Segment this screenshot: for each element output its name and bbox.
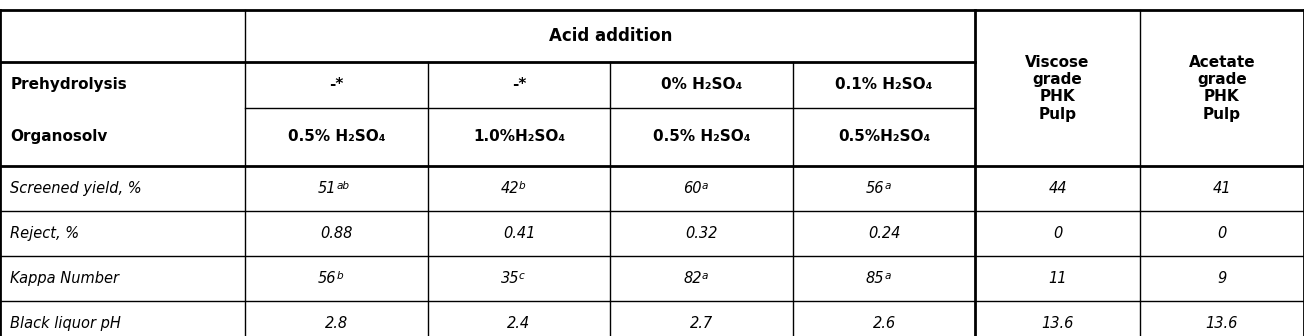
Text: 51: 51 <box>318 181 336 196</box>
Text: a: a <box>702 271 708 281</box>
Text: Kappa Number: Kappa Number <box>10 271 120 286</box>
Text: 0.41: 0.41 <box>503 226 535 241</box>
Text: 56a: 56a <box>870 181 898 196</box>
Text: Prehydrolysis: Prehydrolysis <box>10 77 128 92</box>
Text: 42: 42 <box>501 181 519 196</box>
Text: 0.5%H₂SO₄: 0.5%H₂SO₄ <box>838 129 930 144</box>
Text: 2.7: 2.7 <box>690 317 713 331</box>
Text: 0: 0 <box>1052 226 1063 241</box>
Text: 44: 44 <box>1048 181 1067 196</box>
Text: 82a: 82a <box>687 271 716 286</box>
Text: 0.5% H₂SO₄: 0.5% H₂SO₄ <box>288 129 385 144</box>
Text: 11: 11 <box>1048 271 1067 286</box>
Text: a: a <box>702 181 708 191</box>
Text: 1.0%H₂SO₄: 1.0%H₂SO₄ <box>473 129 565 144</box>
Text: Viscose
grade
PHK
Pulp: Viscose grade PHK Pulp <box>1025 55 1090 122</box>
Text: Organosolv: Organosolv <box>10 129 108 144</box>
Text: 82: 82 <box>683 271 702 286</box>
Text: c: c <box>519 271 524 281</box>
Text: 0% H₂SO₄: 0% H₂SO₄ <box>661 77 742 92</box>
Text: 13.6: 13.6 <box>1206 317 1237 331</box>
Text: 2.8: 2.8 <box>325 317 348 331</box>
Text: 2.4: 2.4 <box>507 317 531 331</box>
Text: 56: 56 <box>318 271 336 286</box>
Text: b: b <box>519 181 526 191</box>
Text: 85a: 85a <box>870 271 898 286</box>
Text: 0.88: 0.88 <box>321 226 352 241</box>
Text: 0.24: 0.24 <box>868 226 900 241</box>
Text: Acetate
grade
PHK
Pulp: Acetate grade PHK Pulp <box>1188 55 1256 122</box>
Text: 51ab: 51ab <box>318 181 355 196</box>
Text: 60a: 60a <box>687 181 716 196</box>
Text: 9: 9 <box>1217 271 1227 286</box>
Text: Black liquor pH: Black liquor pH <box>10 317 121 331</box>
Text: -*: -* <box>511 77 527 92</box>
Text: -*: -* <box>329 77 344 92</box>
Text: 56b: 56b <box>322 271 351 286</box>
Text: 0.1% H₂SO₄: 0.1% H₂SO₄ <box>836 77 932 92</box>
Text: Reject, %: Reject, % <box>10 226 80 241</box>
Text: 60: 60 <box>683 181 702 196</box>
Text: 2.6: 2.6 <box>872 317 896 331</box>
Text: 13.6: 13.6 <box>1042 317 1073 331</box>
Text: 56: 56 <box>866 181 884 196</box>
Text: 41: 41 <box>1213 181 1231 196</box>
Text: a: a <box>884 181 891 191</box>
Text: 35: 35 <box>501 271 519 286</box>
Text: 0: 0 <box>1217 226 1227 241</box>
Text: b: b <box>336 271 343 281</box>
Text: 0.32: 0.32 <box>686 226 717 241</box>
Text: a: a <box>884 271 891 281</box>
Text: 85: 85 <box>866 271 884 286</box>
Text: Acid addition: Acid addition <box>549 27 672 45</box>
Text: 42b: 42b <box>505 181 533 196</box>
Text: ab: ab <box>336 181 349 191</box>
Text: Screened yield, %: Screened yield, % <box>10 181 142 196</box>
Text: 35c: 35c <box>506 271 532 286</box>
Text: 0.5% H₂SO₄: 0.5% H₂SO₄ <box>653 129 750 144</box>
